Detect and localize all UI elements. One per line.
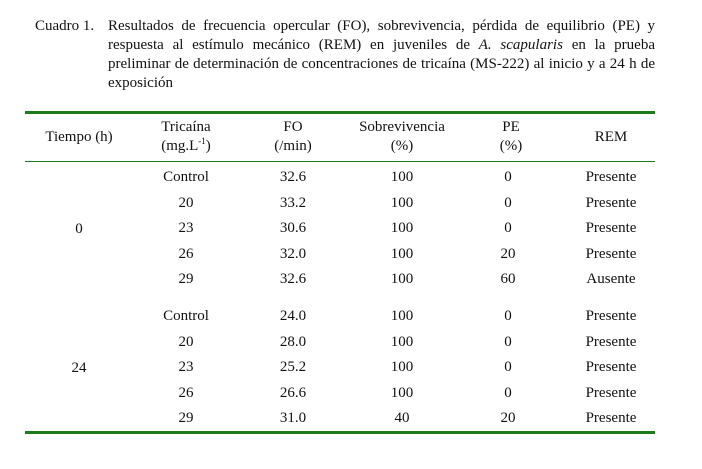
header-sob-label: Sobrevivencia	[359, 119, 445, 135]
tricaina-cell: 29	[178, 271, 194, 287]
pe-cell: 0	[504, 169, 512, 185]
tricaina-cell: 26	[178, 384, 194, 401]
header-sob-unit: (%)	[390, 138, 414, 154]
sob-cell: 100	[390, 359, 414, 375]
caption-species: A. scapularis	[478, 37, 563, 53]
sob-cell: 100	[390, 384, 414, 401]
rem-cell: Presente	[585, 333, 637, 350]
sob-cell: 100	[390, 333, 414, 350]
header-tricaina-close: )	[205, 138, 211, 154]
rem-cell: Presente	[585, 359, 637, 375]
sob-cell: 100	[390, 271, 414, 287]
sob-cell: 100	[390, 169, 414, 185]
caption-text: Resultados de frecuencia opercular (FO),…	[108, 17, 655, 93]
header-fo-label: FO	[283, 119, 303, 135]
tiempo-cell: 0	[75, 221, 83, 237]
tricaina-cell: 23	[178, 220, 194, 236]
fo-cell: 26.6	[279, 384, 307, 401]
fo-cell: 31.0	[279, 410, 307, 426]
sob-cell: 100	[390, 220, 414, 236]
header-pe-unit: (%)	[499, 138, 523, 154]
header-fo-unit: (/min)	[274, 138, 312, 154]
tricaina-cell: 20	[178, 194, 194, 211]
tricaina-cell: Control	[163, 169, 209, 185]
header-rule	[25, 161, 655, 162]
fo-cell: 24.0	[279, 308, 307, 324]
rem-cell: Presente	[585, 308, 637, 324]
sob-cell: 100	[390, 308, 414, 324]
fo-cell: 25.2	[279, 359, 307, 375]
pe-cell: 0	[504, 194, 512, 211]
fo-cell: 30.6	[279, 220, 307, 236]
pe-cell: 0	[504, 359, 512, 375]
pe-cell: 0	[504, 220, 512, 236]
header-tiempo: Tiempo (h)	[45, 129, 113, 145]
tricaina-cell: Control	[163, 308, 209, 324]
tricaina-cell: 20	[178, 333, 194, 350]
caption-text-start: Resultados de frecuencia opercular (FO),…	[108, 18, 655, 53]
rem-cell: Presente	[585, 220, 637, 236]
fo-cell: 32.0	[279, 245, 307, 262]
sob-cell: 100	[390, 245, 414, 262]
pe-cell: 20	[500, 410, 516, 426]
fo-cell: 28.0	[279, 333, 307, 350]
header-tricaina-label: Tricaína	[161, 119, 211, 135]
rem-cell: Presente	[585, 194, 637, 211]
pe-cell: 0	[504, 333, 512, 350]
header-tricaina-exp: -1	[198, 136, 206, 146]
caption-label: Cuadro 1.	[35, 18, 95, 34]
pe-cell: 20	[500, 245, 516, 262]
table-top-rule	[25, 111, 655, 114]
fo-cell: 33.2	[279, 194, 307, 211]
tricaina-cell: 29	[178, 410, 194, 426]
rem-cell: Ausente	[586, 271, 636, 287]
table-bottom-rule	[25, 431, 655, 434]
rem-cell: Presente	[585, 245, 637, 262]
pe-cell: 0	[504, 308, 512, 324]
tricaina-cell: 26	[178, 245, 194, 262]
rem-cell: Presente	[585, 410, 637, 426]
header-tricaina-unit: (mg.L	[161, 138, 199, 154]
tiempo-cell: 24	[71, 360, 87, 376]
header-rem: REM	[594, 129, 628, 145]
pe-cell: 60	[500, 271, 516, 287]
rem-cell: Presente	[585, 384, 637, 401]
header-fo: FO (/min)	[274, 118, 312, 156]
table-caption: Cuadro 1. Resultados de frecuencia operc…	[35, 17, 655, 93]
caption-text-end: en la prueba preliminar de determinación…	[108, 37, 655, 91]
pe-cell: 0	[504, 384, 512, 401]
rem-cell: Presente	[585, 169, 637, 185]
header-pe-label: PE	[502, 119, 520, 135]
sob-cell: 40	[394, 410, 410, 426]
header-sobrevivencia: Sobrevivencia (%)	[359, 118, 445, 156]
header-pe: PE (%)	[500, 118, 523, 156]
sob-cell: 100	[390, 194, 414, 211]
tricaina-cell: 23	[178, 359, 194, 375]
fo-cell: 32.6	[279, 271, 307, 287]
header-tricaina: Tricaína (mg.L-1)	[161, 118, 211, 156]
fo-cell: 32.6	[279, 169, 307, 185]
